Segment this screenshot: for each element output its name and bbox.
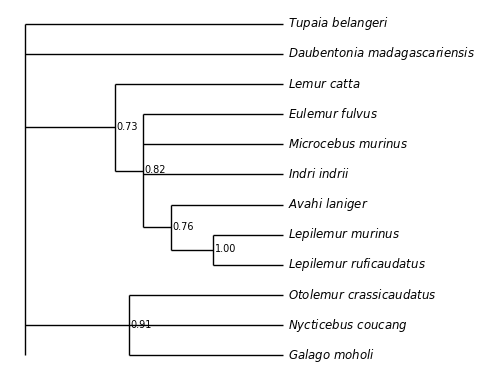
Text: $\it{Eulemur\ fulvus}$: $\it{Eulemur\ fulvus}$ [288, 107, 378, 121]
Text: $\it{Galago\ moholi}$: $\it{Galago\ moholi}$ [288, 347, 374, 364]
Text: $\it{Lemur\ catta}$: $\it{Lemur\ catta}$ [288, 77, 360, 91]
Text: 0.91: 0.91 [130, 320, 152, 329]
Text: $\it{Microcebus\ murinus}$: $\it{Microcebus\ murinus}$ [288, 137, 408, 151]
Text: 0.73: 0.73 [116, 122, 138, 132]
Text: 0.82: 0.82 [144, 165, 166, 175]
Text: $\it{Nycticebus\ coucang}$: $\it{Nycticebus\ coucang}$ [288, 317, 408, 334]
Text: 1.00: 1.00 [214, 244, 236, 254]
Text: $\it{Otolemur\ crassicaudatus}$: $\it{Otolemur\ crassicaudatus}$ [288, 288, 436, 302]
Text: 0.76: 0.76 [172, 222, 194, 232]
Text: $\it{Daubentonia\ madagascariensis}$: $\it{Daubentonia\ madagascariensis}$ [288, 45, 474, 62]
Text: $\it{Lepilemur\ murinus}$: $\it{Lepilemur\ murinus}$ [288, 226, 400, 243]
Text: $\it{Indri\ indrii}$: $\it{Indri\ indrii}$ [288, 167, 350, 182]
Text: $\it{Lepilemur\ ruficaudatus}$: $\it{Lepilemur\ ruficaudatus}$ [288, 256, 426, 273]
Text: $\it{Avahi\ laniger}$: $\it{Avahi\ laniger}$ [288, 196, 368, 213]
Text: $\it{Tupaia\ belangeri}$: $\it{Tupaia\ belangeri}$ [288, 15, 388, 32]
